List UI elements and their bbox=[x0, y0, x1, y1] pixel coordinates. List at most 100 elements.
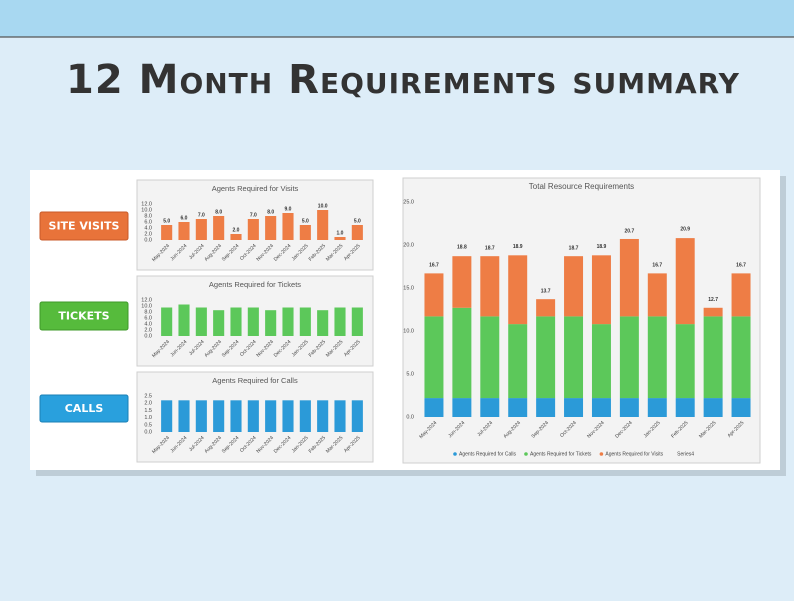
value-label: 12.7 bbox=[708, 297, 718, 303]
value-label: 13.7 bbox=[541, 289, 551, 295]
bar-segment bbox=[424, 316, 444, 399]
legend-label: Agents Required for Calls bbox=[459, 451, 516, 457]
bar-segment bbox=[508, 324, 528, 399]
legend-label: Agents Required for Tickets bbox=[530, 451, 592, 457]
site-visits-button[interactable] bbox=[39, 211, 129, 241]
y-tick-label: 12.0 bbox=[141, 297, 152, 303]
y-tick-label: 8.0 bbox=[144, 309, 152, 315]
bar bbox=[213, 216, 225, 240]
y-tick-label: 0.0 bbox=[406, 414, 414, 420]
button-label[interactable]: TICKETS bbox=[58, 310, 109, 323]
y-tick-label: 12.0 bbox=[141, 201, 152, 207]
y-tick-label: 4.0 bbox=[144, 321, 152, 327]
bar-segment bbox=[480, 316, 500, 399]
bar-segment bbox=[703, 316, 723, 399]
calls-button[interactable] bbox=[39, 394, 129, 423]
y-tick-label: 0.0 bbox=[144, 237, 152, 243]
bar bbox=[195, 219, 207, 240]
bar-segment bbox=[619, 316, 639, 399]
bar-segment bbox=[619, 238, 639, 317]
bar-segment bbox=[703, 307, 723, 317]
bar-segment bbox=[480, 398, 500, 417]
bar-segment bbox=[452, 398, 472, 417]
value-label: 20.9 bbox=[680, 227, 690, 233]
legend-marker bbox=[599, 452, 604, 456]
value-label: 18.7 bbox=[569, 246, 579, 252]
bar-segment bbox=[647, 273, 667, 317]
value-label: 18.8 bbox=[457, 245, 467, 251]
y-tick-label: 6.0 bbox=[144, 219, 152, 225]
y-tick-label: 2.0 bbox=[144, 327, 152, 333]
value-label: 7.0 bbox=[250, 212, 257, 218]
bar bbox=[317, 210, 329, 240]
legend-marker bbox=[524, 452, 528, 456]
bar bbox=[265, 216, 277, 240]
page-title: 12 Month Requirements summary bbox=[66, 57, 740, 103]
value-label: 16.7 bbox=[736, 263, 746, 269]
bar bbox=[213, 400, 225, 432]
bar-segment bbox=[591, 255, 611, 325]
bar bbox=[178, 304, 190, 336]
bar-segment bbox=[675, 238, 695, 325]
bar bbox=[334, 307, 346, 336]
y-tick-label: 15.0 bbox=[403, 285, 414, 291]
bar bbox=[282, 307, 294, 336]
bar-segment bbox=[508, 255, 528, 325]
bar-segment bbox=[619, 398, 639, 417]
y-tick-label: 2.5 bbox=[144, 393, 152, 399]
bar-segment bbox=[647, 316, 667, 399]
value-label: 16.7 bbox=[429, 263, 439, 269]
bar bbox=[161, 307, 173, 336]
bar bbox=[230, 307, 242, 336]
y-tick-label: 8.0 bbox=[144, 213, 152, 219]
bar-segment bbox=[564, 256, 584, 317]
bar-segment bbox=[452, 256, 472, 308]
value-label: 5.0 bbox=[354, 218, 361, 224]
value-label: 18.9 bbox=[597, 244, 607, 250]
bar bbox=[351, 400, 363, 432]
bar bbox=[230, 400, 242, 432]
bar bbox=[282, 213, 294, 240]
chart-title: Agents Required for Visits bbox=[212, 184, 299, 193]
bar bbox=[161, 225, 173, 240]
bar-segment bbox=[480, 256, 500, 317]
value-label: 1.0 bbox=[337, 230, 344, 236]
y-tick-label: 0.5 bbox=[144, 422, 152, 428]
bar-segment bbox=[508, 398, 528, 417]
value-label: 18.9 bbox=[513, 244, 523, 250]
value-label: 9.0 bbox=[285, 206, 292, 212]
y-tick-label: 10.0 bbox=[141, 207, 152, 213]
bar bbox=[247, 400, 259, 432]
y-tick-label: 2.0 bbox=[144, 231, 152, 237]
value-label: 7.0 bbox=[198, 212, 205, 218]
bar bbox=[230, 234, 242, 240]
chart-title: Total Resource Requirements bbox=[529, 182, 634, 191]
value-label: 5.0 bbox=[302, 218, 309, 224]
button-label[interactable]: CALLS bbox=[65, 402, 104, 415]
y-tick-label: 5.0 bbox=[406, 371, 414, 377]
y-tick-label: 20.0 bbox=[403, 242, 414, 248]
value-label: 8.0 bbox=[215, 209, 222, 215]
bar bbox=[299, 307, 311, 336]
bar bbox=[213, 310, 225, 336]
tickets-button[interactable] bbox=[39, 301, 129, 331]
bar-segment bbox=[564, 316, 584, 399]
value-label: 2.0 bbox=[233, 227, 240, 233]
y-tick-label: 25.0 bbox=[403, 199, 414, 205]
y-tick-label: 0.0 bbox=[144, 333, 152, 339]
value-label: 5.0 bbox=[163, 218, 170, 224]
y-tick-label: 1.5 bbox=[144, 408, 152, 414]
bar bbox=[282, 400, 294, 432]
y-tick-label: 6.0 bbox=[144, 315, 152, 321]
legend-label: Agents Required for Visits bbox=[605, 451, 663, 457]
bar-segment bbox=[536, 299, 556, 317]
y-tick-label: 0.0 bbox=[144, 429, 152, 435]
bar bbox=[317, 400, 329, 432]
top-strip bbox=[0, 0, 794, 37]
value-label: 10.0 bbox=[318, 203, 328, 209]
bar bbox=[351, 225, 363, 240]
bar-segment bbox=[731, 316, 751, 399]
button-label[interactable]: SITE VISITS bbox=[49, 220, 120, 233]
